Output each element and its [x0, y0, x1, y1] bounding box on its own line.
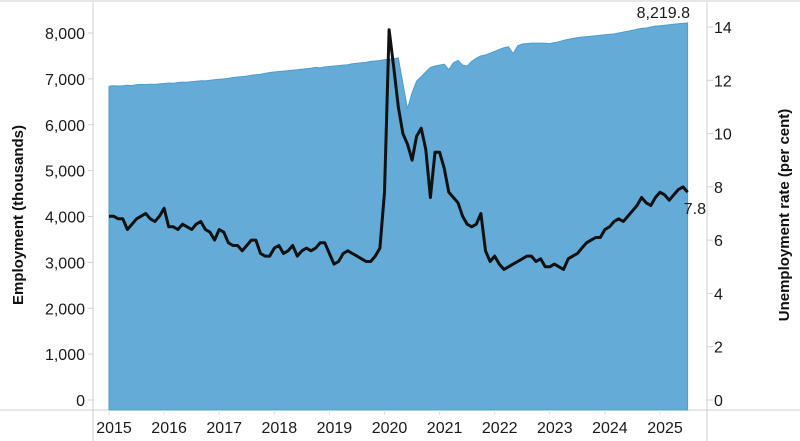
- right-tick-label: 0: [714, 393, 723, 410]
- left-axis-title: Employment (thousands): [10, 125, 27, 305]
- right-axis-title: Unemployment rate (per cent): [776, 109, 793, 322]
- employment-area-path: [108, 22, 689, 411]
- x-tick-label: 2023: [537, 420, 573, 437]
- x-tick-label: 2016: [151, 420, 187, 437]
- left-tick-label: 6,000: [45, 118, 85, 135]
- left-tick-label: 8,000: [45, 26, 85, 43]
- unemployment-last-value-label: 7.8: [684, 201, 706, 218]
- x-tick-label: 2015: [96, 420, 132, 437]
- x-tick-label: 2019: [317, 420, 353, 437]
- right-tick-label: 10: [714, 127, 732, 144]
- left-tick-label: 7,000: [45, 72, 85, 89]
- left-tick-label: 4,000: [45, 210, 85, 227]
- right-tick-label: 8: [714, 180, 723, 197]
- employment-last-value-label: 8,219.8: [637, 5, 690, 22]
- left-tick-label: 1,000: [45, 347, 85, 364]
- x-tick-label: 2020: [372, 420, 408, 437]
- right-tick-label: 14: [714, 20, 732, 37]
- left-tick-label: 5,000: [45, 164, 85, 181]
- employment-area: [108, 22, 689, 411]
- left-tick-label: 2,000: [45, 301, 85, 318]
- x-tick-label: 2018: [262, 420, 298, 437]
- x-tick-label: 2025: [647, 420, 683, 437]
- x-tick-label: 2022: [482, 420, 518, 437]
- left-axis-ticks: 0 1,000 2,000 3,000 4,000 5,000 6,000 7,000 8,00…: [45, 26, 93, 410]
- right-axis-ticks: 0 2 4 6 8 10 12 14: [707, 20, 732, 410]
- left-tick-label: 0: [76, 393, 85, 410]
- unemployment-line: [109, 28, 689, 271]
- x-axis-ticks: 2015 2016 2017 2018 2019 2020 2021 2022 2023 2024…: [96, 410, 683, 437]
- right-tick-label: 2: [714, 340, 723, 357]
- right-tick-label: 6: [714, 233, 723, 250]
- x-tick-label: 2024: [592, 420, 628, 437]
- unemployment-line-path: [109, 28, 689, 271]
- right-tick-label: 12: [714, 73, 732, 90]
- x-tick-label: 2021: [427, 420, 463, 437]
- x-tick-label: 2017: [206, 420, 242, 437]
- left-tick-label: 3,000: [45, 255, 85, 272]
- right-tick-label: 4: [714, 286, 723, 303]
